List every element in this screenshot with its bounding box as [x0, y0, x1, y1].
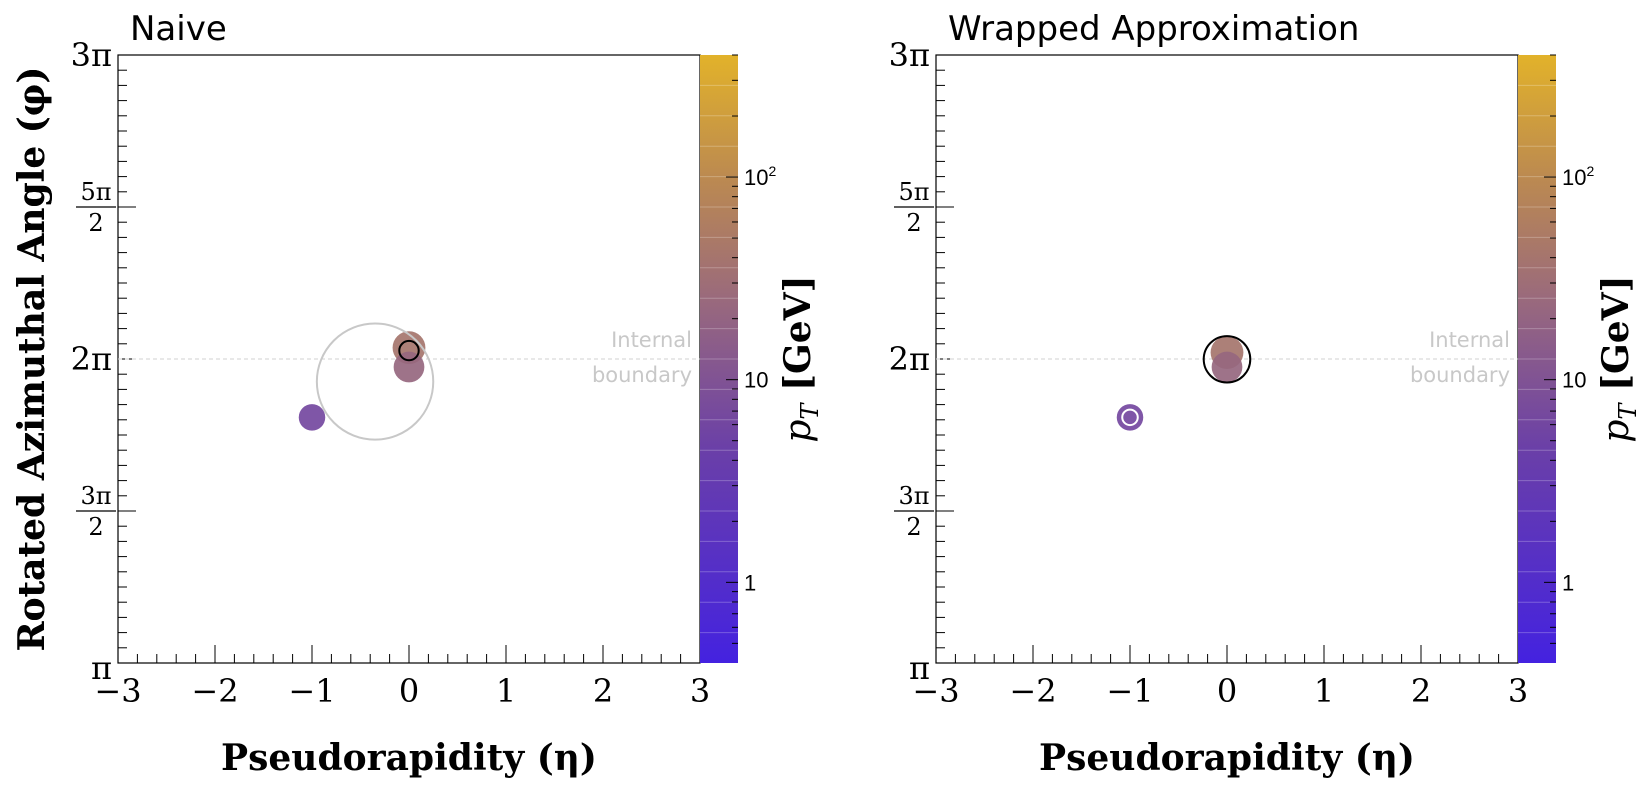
x-tick-label: −1 [1106, 672, 1153, 710]
boundary-label: boundary [1410, 363, 1510, 387]
x-tick-label: −2 [1009, 672, 1056, 710]
particle-marker [393, 351, 425, 383]
particle-marker [298, 404, 326, 431]
x-tick-label: 1 [496, 672, 516, 710]
y-tick-label: 2 [906, 209, 921, 237]
colorbar [1518, 55, 1556, 663]
colorbar-label: pT [GeV] [777, 275, 824, 442]
boundary-label: Internal [1429, 328, 1510, 352]
y-tick-label: π [909, 649, 930, 687]
colorbar-tick-exponent: 2 [768, 163, 776, 179]
boundary-label: boundary [592, 363, 692, 387]
y-tick-label: 2 [906, 513, 921, 541]
particle-marker [1211, 351, 1243, 383]
x-tick-label: −2 [191, 672, 238, 710]
jet-circle [1121, 408, 1139, 427]
colorbar [700, 55, 738, 663]
y-tick-label: 2 [88, 513, 103, 541]
jet-circle [398, 339, 420, 362]
colorbar-tick-exponent: 2 [1586, 163, 1594, 179]
x-tick-label: 3 [1508, 672, 1528, 710]
x-tick-label: −1 [288, 672, 335, 710]
y-tick-label: 2 [88, 209, 103, 237]
y-tick-label: 3π [80, 482, 111, 510]
y-tick-label: 2π [889, 340, 930, 378]
y-axis-label: Rotated Azimuthal Angle (φ) [11, 67, 53, 652]
x-tick-label: 2 [593, 672, 613, 710]
y-axis-label: Rotated Azimuthal Angle (φ) [11, 67, 53, 652]
colorbar-tick-label: 102 [744, 163, 776, 190]
x-axis-label: Pseudorapidity (η) [1039, 737, 1415, 779]
colorbar-label-units: [GeV] [777, 275, 819, 403]
colorbar-tick-label: 1 [1562, 570, 1574, 595]
colorbar-tick-label: 10 [1562, 368, 1586, 393]
colorbar-tick-label: 1 [744, 570, 756, 595]
x-axis-label: Pseudorapidity (η) [221, 737, 597, 779]
colorbar-label-symbol: p [1596, 420, 1637, 443]
colorbar-label-subscript: T [796, 402, 824, 420]
y-tick-label: 2π [71, 340, 112, 378]
colorbar-label-symbol: p [778, 420, 819, 443]
x-tick-label: 0 [1217, 672, 1237, 710]
colorbar-tick-label: 10 [744, 368, 768, 393]
y-tick-label: 3π [889, 36, 930, 74]
chart-panel-1: Naive−3 −2 −1 0 1 2 3π3π22π5π23πPseudorapidity… [11, 9, 824, 779]
colorbar-tick-label: 102 [1562, 163, 1594, 190]
boundary-label: Internal [611, 328, 692, 352]
chart-title: Wrapped Approximation [948, 9, 1359, 49]
colorbar-label: pT [GeV] [1595, 275, 1642, 442]
x-tick-label: 1 [1314, 672, 1334, 710]
colorbar-label-units: [GeV] [1595, 275, 1637, 403]
x-tick-label: −3 [912, 672, 959, 710]
y-tick-label: π [91, 649, 112, 687]
y-tick-label: 5π [80, 178, 111, 206]
x-tick-label: 0 [399, 672, 419, 710]
x-tick-label: −3 [94, 672, 141, 710]
jet-circle [315, 322, 435, 441]
x-tick-label: 3 [690, 672, 710, 710]
chart-title: Naive [130, 9, 227, 49]
colorbar-label-subscript: T [1614, 402, 1642, 420]
x-tick-label: 2 [1411, 672, 1431, 710]
y-tick-label: 3π [71, 36, 112, 74]
y-tick-label: 3π [898, 482, 929, 510]
jet-circle [1202, 335, 1252, 384]
y-tick-label: 5π [898, 178, 929, 206]
chart-panel-2: Wrapped Approximation−3 −2 −1 0 1 2 3π3π22π5π2… [11, 9, 1642, 779]
particle-marker [1116, 404, 1144, 431]
